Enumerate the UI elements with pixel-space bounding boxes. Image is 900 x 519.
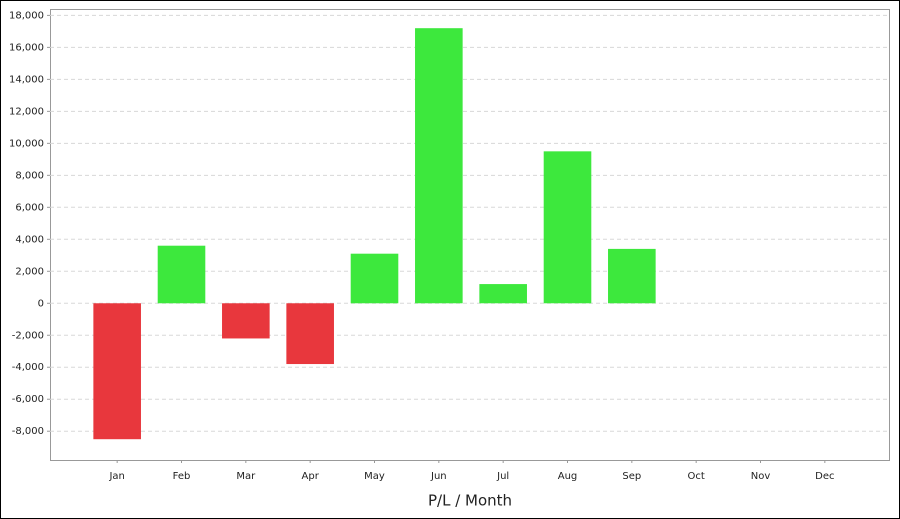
bar [543, 151, 592, 304]
y-tick-label: -2,000 [12, 330, 44, 341]
y-tick-label: -8,000 [12, 426, 44, 437]
y-tick-label: 2,000 [15, 266, 44, 277]
plot-area [50, 9, 890, 461]
y-tick-label: 14,000 [9, 74, 44, 85]
y-tick-label: -6,000 [12, 394, 44, 405]
x-tick-label: Nov [751, 471, 771, 482]
y-tick-label: 12,000 [9, 106, 44, 117]
bar [93, 303, 141, 440]
x-tick-label: Jun [430, 471, 447, 482]
x-tick-label: Jul [496, 471, 509, 482]
y-tick-label: 6,000 [15, 202, 44, 213]
x-tick-label: Mar [236, 471, 256, 482]
bar [350, 253, 399, 304]
x-tick-label: May [364, 471, 385, 482]
bar [608, 248, 656, 304]
bar [479, 284, 527, 304]
y-tick-label: 10,000 [9, 138, 44, 149]
x-tick-label: Aug [558, 471, 578, 482]
x-tick-label: Sep [622, 471, 641, 482]
bar [157, 245, 206, 304]
bar [286, 303, 334, 365]
y-tick-label: 8,000 [15, 170, 44, 181]
x-tick-label: Dec [815, 471, 834, 482]
bar [222, 303, 270, 339]
x-tick-label: Oct [688, 471, 705, 482]
x-tick-label: Apr [302, 471, 320, 482]
y-tick-label: 0 [38, 298, 44, 309]
y-tick-label: 4,000 [15, 234, 44, 245]
x-tick-label: Feb [173, 471, 191, 482]
chart-title: P/L / Month [428, 492, 512, 510]
y-tick-label: 16,000 [9, 42, 44, 53]
y-tick-label: -4,000 [12, 362, 44, 373]
x-tick-label: Jan [108, 471, 124, 482]
bar [415, 28, 463, 304]
y-tick-label: 18,000 [9, 10, 44, 21]
